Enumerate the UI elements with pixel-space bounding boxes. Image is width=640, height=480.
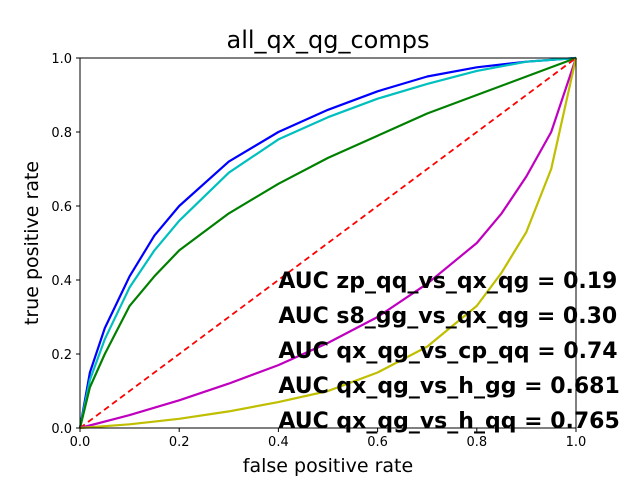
series-line-1 <box>78 56 577 429</box>
y-axis: 0.0 0.2 0.4 0.6 0.8 1.0 <box>51 52 80 437</box>
x-tick-label: 0.2 <box>169 435 190 450</box>
x-tick-label: 0.8 <box>466 435 487 450</box>
series-line-5 <box>79 57 578 430</box>
auc-annotation: AUC qx_qg_vs_h_gg = 0.681 <box>278 374 619 399</box>
y-tick-label: 0.6 <box>51 200 72 215</box>
x-tick-label: 0.6 <box>367 435 388 450</box>
auc-annotation: AUC s8_gg_vs_qx_qg = 0.30 <box>278 304 617 329</box>
x-tick-label: 1.0 <box>566 435 587 450</box>
series-layer <box>78 56 578 430</box>
series-line-2 <box>78 56 577 429</box>
auc-annotation: AUC qx_qg_vs_cp_qq = 0.74 <box>278 339 617 364</box>
series-line-4 <box>79 57 578 430</box>
chart-title: all_qx_qg_comps <box>227 26 430 54</box>
series-line-3 <box>79 57 577 429</box>
auc-annotations: AUC zp_qq_vs_qx_qg = 0.19 AUC s8_gg_vs_qx… <box>278 269 619 434</box>
y-axis-label: true positive rate <box>21 161 43 325</box>
x-tick-label: 0.4 <box>268 435 289 450</box>
y-tick-label: 0.0 <box>51 422 72 437</box>
x-axis-label: false positive rate <box>243 455 413 477</box>
y-tick-label: 1.0 <box>51 52 72 67</box>
x-tick-label: 0.0 <box>70 435 91 450</box>
y-tick-label: 0.2 <box>51 348 72 363</box>
y-tick-label: 0.8 <box>51 126 72 141</box>
plot-frame <box>79 57 577 429</box>
auc-annotation: AUC zp_qq_vs_qx_qg = 0.19 <box>278 269 617 294</box>
y-tick-label: 0.4 <box>51 274 72 289</box>
auc-annotation: AUC qx_qg_vs_h_qq = 0.765 <box>278 409 619 434</box>
series-line-0 <box>78 56 577 429</box>
x-axis: 0.0 0.2 0.4 0.6 0.8 1.0 <box>70 428 587 450</box>
